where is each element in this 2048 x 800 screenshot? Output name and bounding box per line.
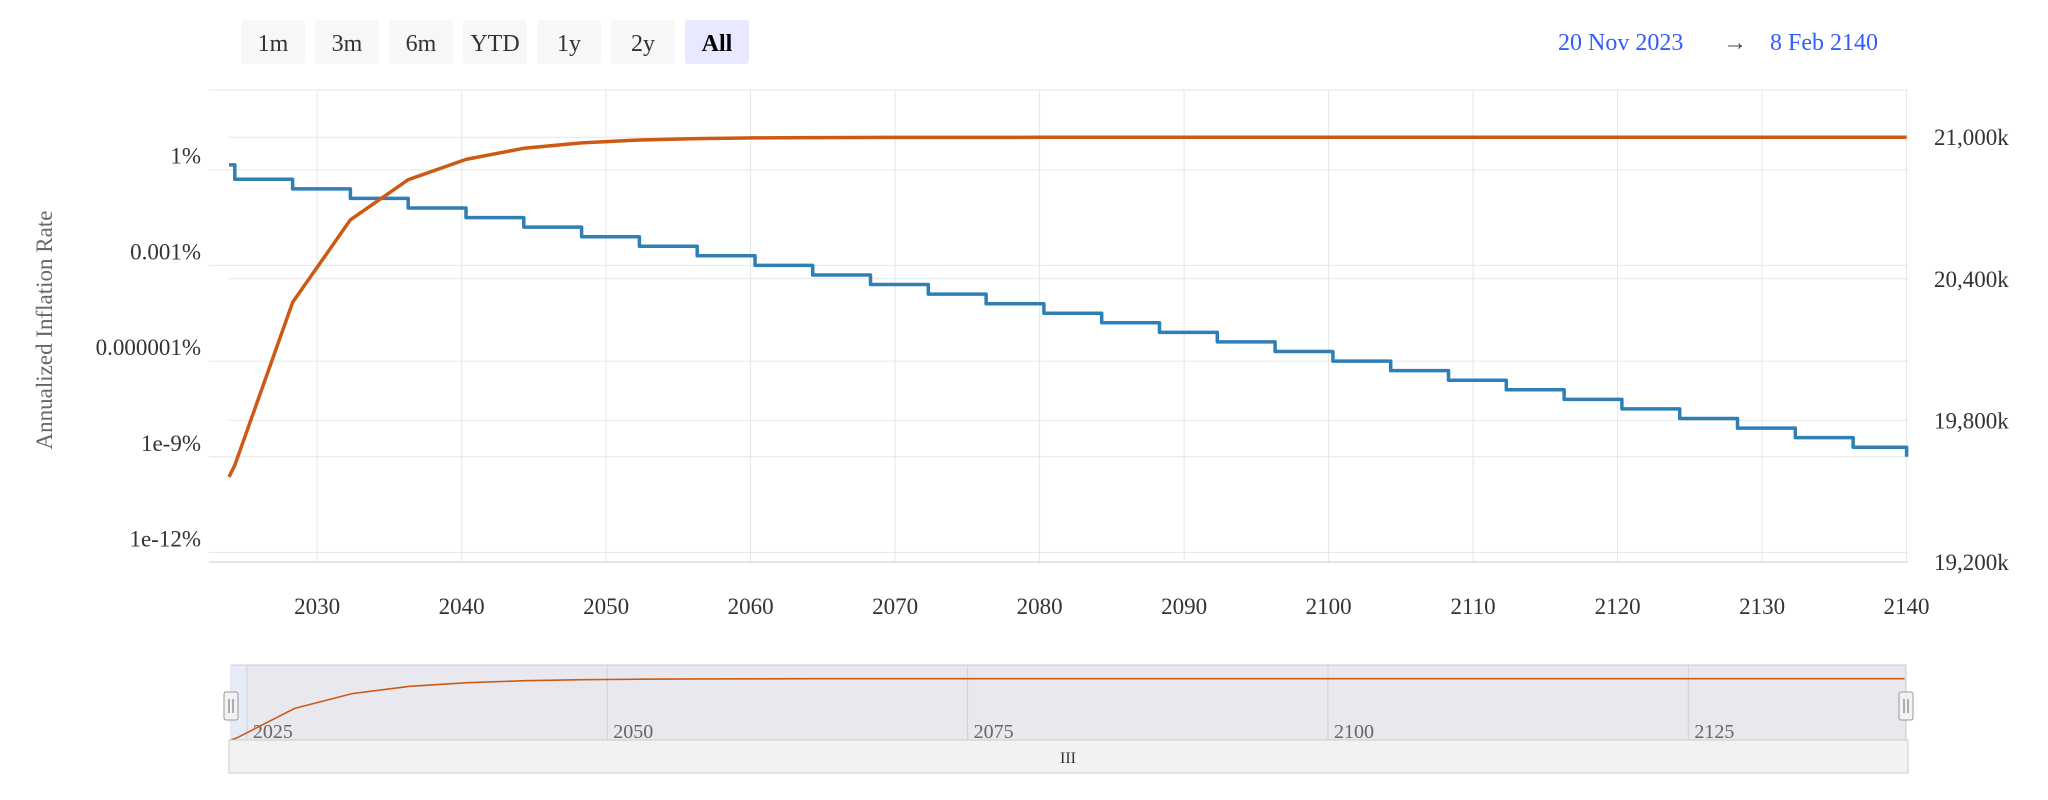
navigator-mask[interactable] [230, 664, 1907, 745]
navigator-tick-label: 2025 [253, 721, 293, 743]
x-tick-label: 2050 [583, 594, 629, 619]
range-button-bg[interactable] [463, 20, 527, 64]
y-left-tick-label: 1e-9% [141, 431, 201, 456]
navigator-series-supply [230, 677, 1905, 741]
range-button-label: 2y [631, 31, 655, 57]
x-tick-label: 2040 [439, 594, 485, 619]
x-axis: 2030 2040 2050 2060 2070 2080 2090 2100 2110 2120… [294, 594, 1929, 619]
navigator-handle-right[interactable] [1898, 691, 1914, 721]
plot-grid [209, 89, 1908, 563]
scrollbar-track[interactable] [228, 739, 1909, 774]
y-left-tick-label: 0.000001% [96, 335, 201, 360]
y-axis-title: Annualized Inflation Rate [32, 211, 57, 450]
y-right-axis: 19,200k 19,800k 20,400k 21,000k [1934, 125, 2009, 575]
series-line-inflation [229, 163, 1909, 457]
navigator-tick-label: 2100 [1334, 721, 1374, 743]
x-tick-label: 2140 [1884, 594, 1930, 619]
navigator[interactable]: 2025 2050 2075 2100 2125 [223, 664, 1914, 745]
range-button-label: 3m [332, 31, 363, 57]
range-button-label: 1y [557, 31, 581, 57]
range-button-label: All [702, 31, 733, 57]
range-button-6m[interactable]: 6m [389, 20, 453, 64]
x-tick-label: 2030 [294, 594, 340, 619]
range-button-bg[interactable] [611, 20, 675, 64]
series-layer [227, 135, 1909, 478]
series-line-supply [227, 135, 1907, 478]
range-button-bg[interactable] [389, 20, 453, 64]
y-right-tick-label: 19,200k [1934, 550, 2009, 575]
handle-body[interactable] [223, 691, 239, 721]
scrollbar-grip[interactable]: III [1060, 750, 1076, 767]
range-button-1m[interactable]: 1m [241, 20, 305, 64]
range-button-2y[interactable]: 2y [611, 20, 675, 64]
navigator-tick-label: 2050 [613, 721, 653, 743]
x-tick-label: 2130 [1739, 594, 1785, 619]
range-button-all[interactable]: All [685, 20, 749, 64]
x-tick-label: 2120 [1595, 594, 1641, 619]
y-left-tick-label: 1% [170, 144, 201, 169]
navigator-selected-range[interactable] [231, 665, 247, 744]
range-button-3m[interactable]: 3m [315, 20, 379, 64]
range-button-bg[interactable] [241, 20, 305, 64]
x-tick-label: 2070 [872, 594, 918, 619]
y-left-axis: 1% 0.001% 0.000001% 1e-9% 1e-12% [96, 144, 201, 552]
y-right-tick-label: 19,800k [1934, 408, 2009, 433]
y-left-tick-label: 0.001% [130, 239, 201, 264]
x-tick-label: 2100 [1306, 594, 1352, 619]
y-right-tick-label: 20,400k [1934, 267, 2009, 292]
x-tick-label: 2110 [1451, 594, 1496, 619]
handle-body[interactable] [1898, 691, 1914, 721]
from-date[interactable]: 20 Nov 2023 [1558, 30, 1683, 56]
navigator-tick-label: 2075 [974, 721, 1014, 743]
x-tick-label: 2060 [728, 594, 774, 619]
x-tick-label: 2080 [1017, 594, 1063, 619]
range-button-label: YTD [470, 31, 519, 57]
range-button-bg[interactable] [315, 20, 379, 64]
range-selector: 1m 3m 6m YTD 1y 2y All [241, 20, 749, 64]
navigator-tick-label: 2125 [1694, 721, 1734, 743]
x-tick-label: 2090 [1161, 594, 1207, 619]
navigator-handle-left[interactable] [223, 691, 239, 721]
range-button-bg[interactable] [685, 20, 749, 64]
date-arrow: → [1723, 30, 1747, 56]
range-button-1y[interactable]: 1y [537, 20, 601, 64]
range-button-bg[interactable] [537, 20, 601, 64]
y-right-tick-label: 21,000k [1934, 125, 2009, 150]
y-left-tick-label: 1e-12% [129, 526, 201, 551]
range-button-label: 6m [406, 31, 437, 57]
range-button-label: 1m [258, 31, 289, 57]
range-button-ytd[interactable]: YTD [463, 20, 527, 64]
to-date[interactable]: 8 Feb 2140 [1770, 30, 1878, 56]
